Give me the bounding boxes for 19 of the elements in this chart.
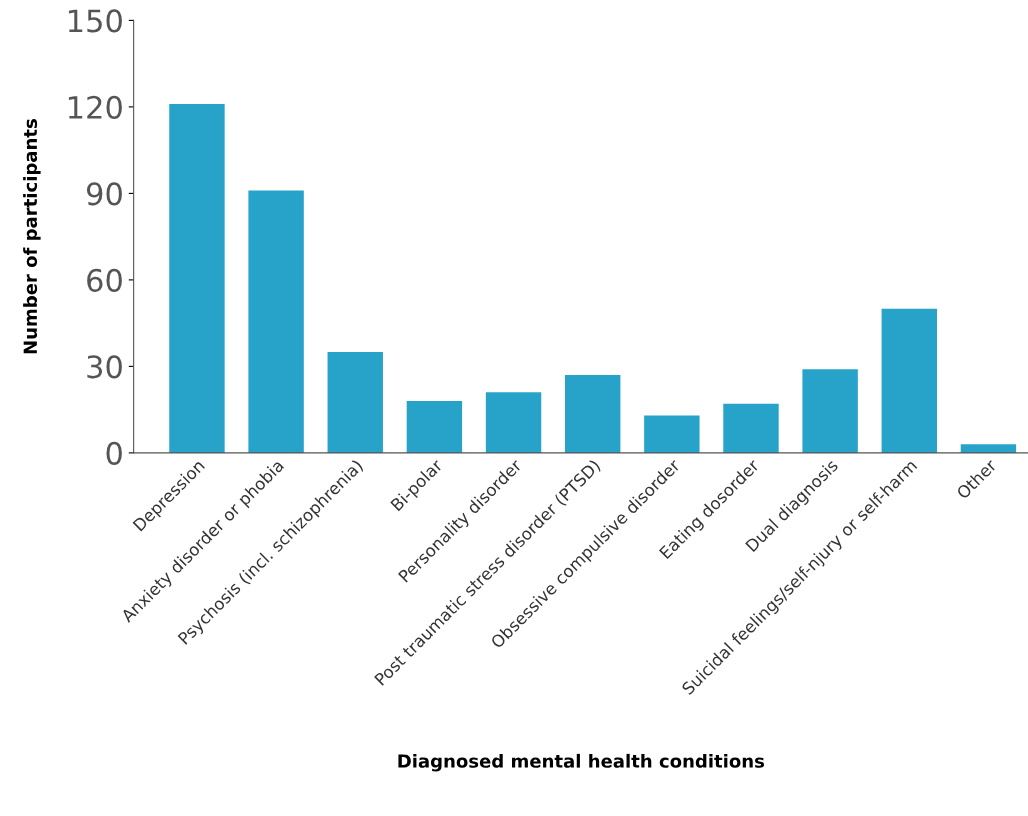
bar: [406, 400, 463, 453]
y-tick-label: 0: [106, 441, 122, 465]
bar: [723, 403, 779, 453]
y-tick-label: 60: [87, 268, 122, 292]
bar: [881, 308, 937, 453]
bar: [327, 351, 383, 453]
bar: [960, 444, 1017, 453]
bar: [564, 375, 621, 453]
bar: [644, 415, 700, 453]
bar: [169, 104, 225, 453]
y-tick-label: 90: [86, 182, 122, 206]
bar: [485, 392, 542, 453]
y-tick-label: 120: [68, 95, 122, 119]
bar: [802, 369, 858, 453]
y-tick-label: 150: [68, 9, 122, 33]
x-axis-title: Diagnosed mental health conditions: [398, 753, 765, 772]
y-tick-label: 30: [87, 355, 122, 379]
y-axis-title: Number of participants: [23, 119, 41, 354]
bar: [248, 190, 304, 453]
